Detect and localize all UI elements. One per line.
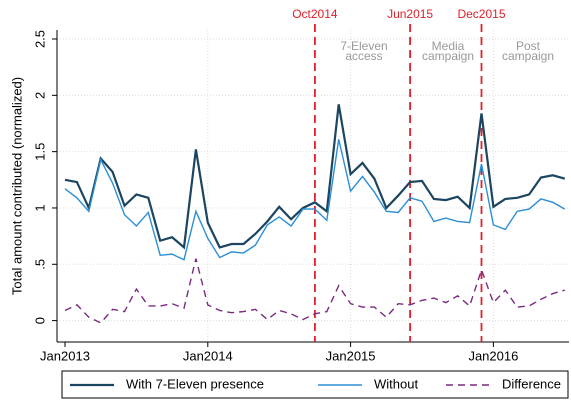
legend-label: Difference bbox=[502, 376, 561, 391]
y-tick-label: 2 bbox=[32, 92, 47, 99]
event-label: Oct2014 bbox=[292, 7, 338, 21]
x-tick-label: Jan2016 bbox=[468, 348, 518, 363]
y-tick-label: 1.5 bbox=[32, 143, 47, 161]
y-tick-label: .5 bbox=[32, 259, 47, 270]
series-line bbox=[64, 104, 566, 250]
event-label: Dec2015 bbox=[457, 7, 505, 21]
annotation: campaign bbox=[422, 49, 474, 63]
x-tick-label: Jan2013 bbox=[40, 348, 90, 363]
legend-label: With 7-Eleven presence bbox=[126, 376, 264, 391]
series-line bbox=[64, 258, 565, 324]
series-line bbox=[64, 139, 566, 261]
legend-box bbox=[61, 370, 569, 399]
annotation: campaign bbox=[502, 49, 554, 63]
y-tick-label: 1 bbox=[32, 204, 47, 211]
event-label: Jun2015 bbox=[387, 7, 433, 21]
x-tick-label: Jan2015 bbox=[326, 348, 376, 363]
annotation: 7-Eleven bbox=[340, 39, 387, 53]
annotation: access bbox=[345, 49, 382, 63]
legend-label: Without bbox=[374, 376, 418, 391]
x-tick-label: Jan2014 bbox=[183, 348, 233, 363]
annotation: Post bbox=[516, 39, 541, 53]
y-tick-label: 0 bbox=[32, 317, 47, 324]
annotation: Media bbox=[432, 39, 465, 53]
y-tick-label: 2.5 bbox=[32, 30, 47, 48]
y-axis-title: Total amount contributed (normalized) bbox=[9, 77, 24, 295]
